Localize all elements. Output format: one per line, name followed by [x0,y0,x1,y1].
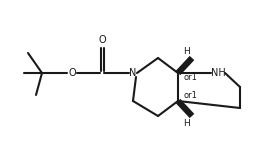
Text: O: O [68,68,76,78]
Text: O: O [98,35,106,45]
Text: or1: or1 [183,91,197,100]
Text: NH: NH [211,68,225,78]
Text: N: N [129,68,137,78]
Text: H: H [184,118,190,128]
Text: or1: or1 [183,73,197,82]
Text: H: H [184,46,190,55]
